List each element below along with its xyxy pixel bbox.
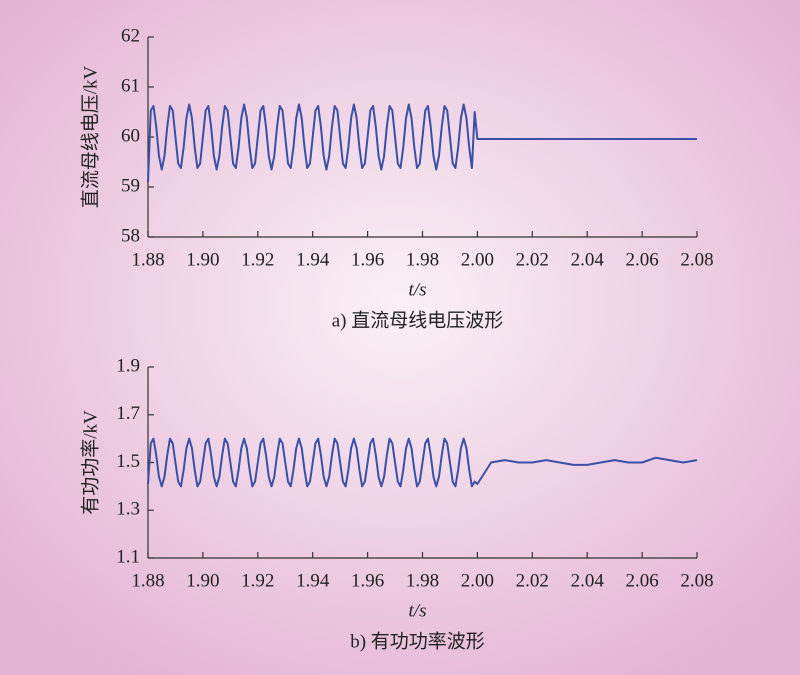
y-tick-label: 1.9 (116, 355, 140, 376)
line-series (147, 103, 697, 183)
x-tick-label: 2.06 (625, 570, 658, 591)
x-tick-label: 1.88 (131, 249, 164, 270)
x-axis-label: t/s (409, 600, 427, 621)
line-series (147, 437, 698, 488)
x-tick-label: 2.04 (571, 570, 605, 591)
x-tick-label: 1.88 (131, 570, 164, 591)
x-tick-label: 1.98 (406, 570, 439, 591)
y-tick-label: 1.1 (116, 546, 140, 567)
x-tick-label: 1.98 (406, 249, 439, 270)
y-tick-label: 1.3 (116, 499, 140, 520)
x-tick-label: 1.90 (186, 570, 219, 591)
x-tick-label: 2.04 (571, 249, 605, 270)
x-tick-label: 1.90 (186, 249, 219, 270)
x-tick-label: 1.92 (241, 249, 274, 270)
y-axis-label: 有功功率/kV (79, 410, 101, 515)
y-axis-label: 直流母线电压/kV (79, 65, 101, 208)
y-tick-label: 1.7 (116, 403, 140, 424)
y-tick-label: 62 (121, 25, 140, 46)
x-tick-label: 1.92 (241, 570, 274, 591)
x-tick-label: 1.96 (351, 570, 384, 591)
y-tick-label: 1.5 (116, 451, 140, 472)
x-tick-label: 2.08 (680, 249, 713, 270)
x-tick-label: 2.02 (516, 570, 549, 591)
x-tick-label: 2.00 (461, 570, 494, 591)
caption: b) 有功功率波形 (350, 630, 485, 652)
x-tick-label: 1.96 (351, 249, 384, 270)
x-tick-label: 1.94 (296, 249, 330, 270)
x-tick-label: 2.02 (516, 249, 549, 270)
x-tick-label: 1.94 (296, 570, 330, 591)
y-tick-label: 60 (121, 125, 140, 146)
x-tick-label: 2.00 (461, 249, 494, 270)
y-tick-label: 59 (121, 175, 140, 196)
caption: a) 直流母线电压波形 (332, 309, 504, 331)
y-tick-label: 61 (121, 75, 140, 96)
x-tick-label: 2.08 (680, 570, 713, 591)
x-tick-label: 2.06 (625, 249, 658, 270)
x-axis-label: t/s (409, 279, 427, 300)
y-tick-label: 58 (121, 225, 140, 246)
